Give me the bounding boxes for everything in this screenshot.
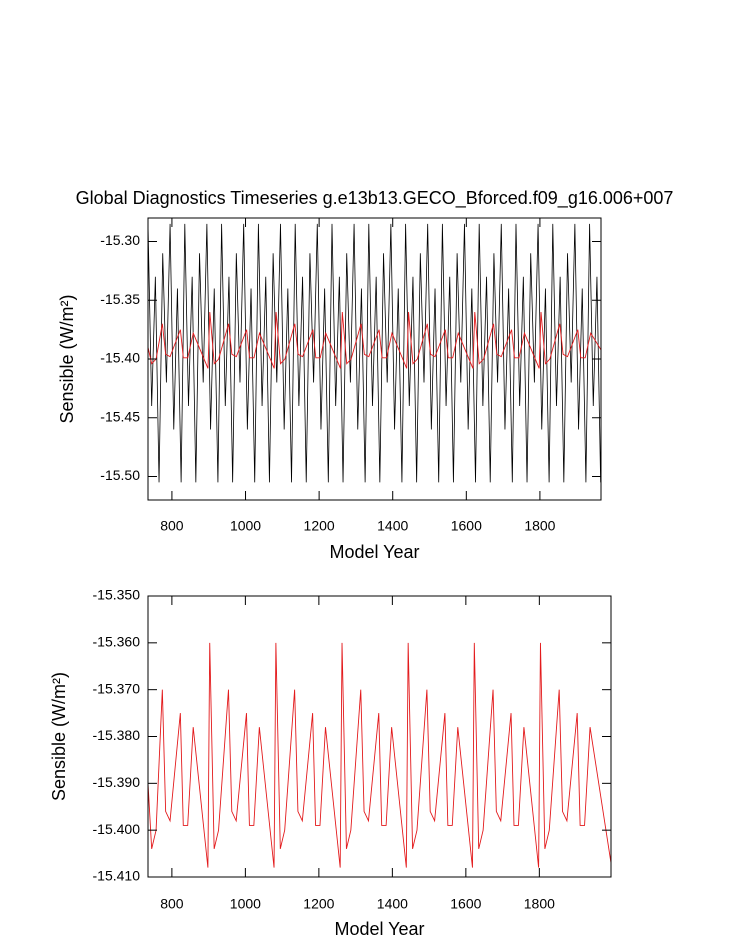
x-axis-label: Model Year [329, 542, 419, 562]
y-tick-label: -15.360 [93, 634, 141, 650]
x-tick-label: 1000 [230, 518, 261, 534]
chart-title: Global Diagnostics Timeseries g.e13b13.G… [76, 188, 674, 209]
data-line [148, 223, 601, 483]
x-tick-label: 1600 [451, 518, 482, 534]
x-tick-label: 1200 [303, 896, 334, 912]
x-tick-label: 1200 [304, 518, 335, 534]
plot-area [148, 223, 601, 483]
y-tick-label: -15.350 [93, 587, 141, 603]
y-axis-label: Sensible (W/m²) [57, 294, 77, 423]
y-tick-label: -15.410 [93, 868, 141, 884]
y-tick-label: -15.370 [93, 680, 141, 696]
y-tick-label: -15.50 [100, 467, 140, 483]
x-tick-label: 1400 [377, 896, 408, 912]
plot-area [148, 642, 611, 868]
x-tick-label: 800 [160, 896, 184, 912]
y-tick-label: -15.380 [93, 727, 141, 743]
y-axis-label: Sensible (W/m²) [49, 672, 69, 801]
y-tick-label: -15.35 [100, 291, 140, 307]
x-tick-label: 1800 [524, 518, 555, 534]
data-line [148, 642, 611, 868]
y-tick-label: -15.390 [93, 774, 141, 790]
x-tick-label: 1800 [524, 896, 555, 912]
y-tick-label: -15.40 [100, 350, 140, 366]
x-tick-label: 800 [160, 518, 184, 534]
x-tick-label: 1400 [377, 518, 408, 534]
x-tick-label: 1000 [230, 896, 261, 912]
y-tick-label: -15.30 [100, 232, 140, 248]
x-tick-label: 1600 [450, 896, 481, 912]
x-axis-label: Model Year [334, 919, 424, 939]
data-line [148, 311, 601, 369]
y-tick-label: -15.400 [93, 821, 141, 837]
y-tick-label: -15.45 [100, 408, 140, 424]
